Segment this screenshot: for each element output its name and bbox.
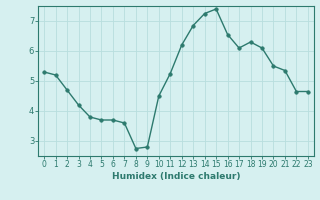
X-axis label: Humidex (Indice chaleur): Humidex (Indice chaleur) [112,172,240,181]
